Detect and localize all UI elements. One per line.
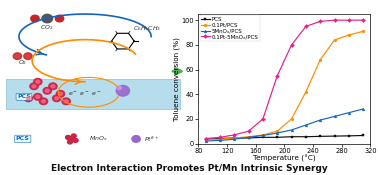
Circle shape (55, 15, 64, 22)
Circle shape (73, 138, 78, 142)
5MnOₓ/PCS (218, 139, 222, 141)
Circle shape (13, 53, 22, 60)
5MnOₓ/PCS (275, 132, 280, 134)
Legend: PCS, 0.1Pt/PCS, 5MnOₓ/PCS, 0.1Pt-5MnOₓ/PCS: PCS, 0.1Pt/PCS, 5MnOₓ/PCS, 0.1Pt-5MnOₓ/P… (200, 15, 260, 41)
0.1Pt/PCS (304, 91, 308, 93)
Circle shape (45, 89, 49, 92)
0.1Pt-5MnOₓ/PCS (275, 75, 280, 77)
Text: Electron Interaction Promotes Pt/Mn Intrinsic Synergy: Electron Interaction Promotes Pt/Mn Intr… (51, 164, 327, 173)
Circle shape (132, 136, 140, 142)
Text: $C_6H_5CH_3$: $C_6H_5CH_3$ (133, 25, 162, 33)
Circle shape (55, 97, 59, 100)
Circle shape (26, 97, 30, 100)
0.1Pt-5MnOₓ/PCS (232, 134, 237, 136)
Circle shape (39, 98, 48, 105)
0.1Pt/PCS (218, 138, 222, 140)
PCS (261, 136, 265, 138)
Circle shape (34, 93, 42, 100)
5MnOₓ/PCS (332, 115, 337, 117)
PCS (304, 136, 308, 138)
5MnOₓ/PCS (318, 119, 322, 121)
5MnOₓ/PCS (261, 134, 265, 136)
0.1Pt-5MnOₓ/PCS (261, 118, 265, 120)
Circle shape (43, 88, 51, 94)
0.1Pt/PCS (289, 118, 294, 120)
Polygon shape (6, 79, 180, 109)
PCS (232, 137, 237, 139)
PCS (275, 136, 280, 138)
0.1Pt-5MnOₓ/PCS (361, 19, 366, 21)
Circle shape (24, 53, 32, 60)
X-axis label: Temperature (°C): Temperature (°C) (253, 155, 316, 162)
Text: PCS: PCS (17, 94, 31, 99)
0.1Pt/PCS (261, 134, 265, 136)
Circle shape (42, 100, 45, 103)
Circle shape (59, 92, 62, 95)
Circle shape (51, 85, 55, 88)
Circle shape (31, 15, 39, 22)
0.1Pt-5MnOₓ/PCS (246, 130, 251, 132)
Text: $MnO_x$: $MnO_x$ (89, 135, 108, 143)
0.1Pt-5MnOₓ/PCS (203, 138, 208, 140)
0.1Pt-5MnOₓ/PCS (318, 20, 322, 22)
5MnOₓ/PCS (361, 108, 366, 110)
PCS (218, 138, 222, 140)
Line: 0.1Pt-5MnOₓ/PCS: 0.1Pt-5MnOₓ/PCS (204, 19, 365, 140)
Circle shape (117, 86, 121, 90)
PCS (318, 135, 322, 137)
0.1Pt-5MnOₓ/PCS (304, 25, 308, 27)
Line: PCS: PCS (204, 134, 365, 141)
Line: 0.1Pt/PCS: 0.1Pt/PCS (204, 30, 365, 141)
Circle shape (70, 137, 74, 141)
5MnOₓ/PCS (232, 138, 237, 140)
Line: 5MnOₓ/PCS: 5MnOₓ/PCS (204, 108, 365, 142)
PCS (289, 136, 294, 138)
Circle shape (42, 14, 53, 23)
5MnOₓ/PCS (347, 112, 351, 114)
Circle shape (53, 95, 61, 102)
Circle shape (49, 83, 57, 90)
0.1Pt-5MnOₓ/PCS (347, 19, 351, 21)
Circle shape (66, 135, 71, 139)
Text: $CO_2$: $CO_2$ (40, 23, 54, 32)
0.1Pt/PCS (246, 136, 251, 138)
0.1Pt-5MnOₓ/PCS (218, 136, 222, 138)
0.1Pt-5MnOₓ/PCS (332, 19, 337, 21)
0.1Pt/PCS (361, 30, 366, 32)
PCS (332, 135, 337, 137)
5MnOₓ/PCS (246, 136, 251, 138)
0.1Pt-5MnOₓ/PCS (289, 44, 294, 46)
PCS (361, 134, 366, 136)
Text: $Pt^{\delta+}$: $Pt^{\delta+}$ (144, 134, 159, 144)
Circle shape (56, 90, 65, 97)
0.1Pt/PCS (318, 59, 322, 61)
0.1Pt/PCS (203, 139, 208, 141)
5MnOₓ/PCS (304, 124, 308, 126)
Text: PCS: PCS (16, 136, 29, 141)
0.1Pt/PCS (232, 137, 237, 139)
Circle shape (34, 78, 42, 85)
Text: $e^-\ e^-\ e^-$: $e^-\ e^-\ e^-$ (68, 90, 102, 98)
5MnOₓ/PCS (203, 140, 208, 142)
Circle shape (32, 85, 36, 88)
0.1Pt/PCS (332, 39, 337, 41)
PCS (203, 138, 208, 140)
PCS (246, 137, 251, 139)
PCS (347, 135, 351, 137)
0.1Pt/PCS (347, 34, 351, 36)
Circle shape (24, 95, 33, 102)
Circle shape (62, 98, 70, 105)
Circle shape (116, 86, 129, 96)
5MnOₓ/PCS (289, 129, 294, 131)
Circle shape (36, 95, 40, 98)
Circle shape (64, 100, 68, 103)
0.1Pt/PCS (275, 130, 280, 132)
Circle shape (71, 134, 76, 138)
Circle shape (36, 80, 40, 83)
Circle shape (30, 83, 38, 90)
Circle shape (68, 140, 73, 144)
Y-axis label: Toluene conversion (%): Toluene conversion (%) (174, 37, 180, 121)
Text: $O_2$: $O_2$ (18, 58, 27, 67)
